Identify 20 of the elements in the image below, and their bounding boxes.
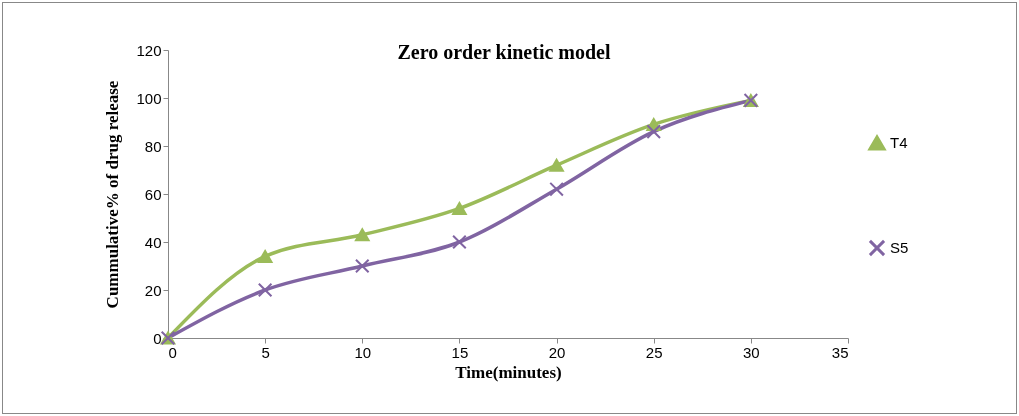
legend-label: T4 — [890, 134, 908, 151]
x-tick-label: 20 — [548, 343, 566, 361]
y-tick-label: 0 — [153, 329, 162, 347]
legend-label: S5 — [890, 239, 909, 256]
x-tick-label: 30 — [743, 343, 760, 361]
y-tick-label: 120 — [136, 41, 162, 59]
y-axis-title: Cummulative% of drug release — [103, 80, 123, 309]
x-tick-label: 25 — [645, 343, 663, 361]
y-tick-label: 20 — [144, 281, 162, 299]
y-tick-label: 100 — [136, 89, 162, 107]
x-tick-label: 0 — [168, 343, 177, 361]
x-tick-label: 10 — [354, 343, 372, 361]
y-tick-label: 60 — [144, 185, 162, 203]
x-tick-label: 5 — [261, 343, 270, 361]
x-tick-label: 35 — [831, 343, 849, 361]
x-axis-title: Time(minutes) — [455, 362, 562, 382]
chart-title: Zero order kinetic model — [397, 41, 611, 63]
y-tick-label: 40 — [144, 233, 162, 251]
x-tick-label: 15 — [451, 343, 469, 361]
y-tick-label: 80 — [144, 137, 162, 155]
